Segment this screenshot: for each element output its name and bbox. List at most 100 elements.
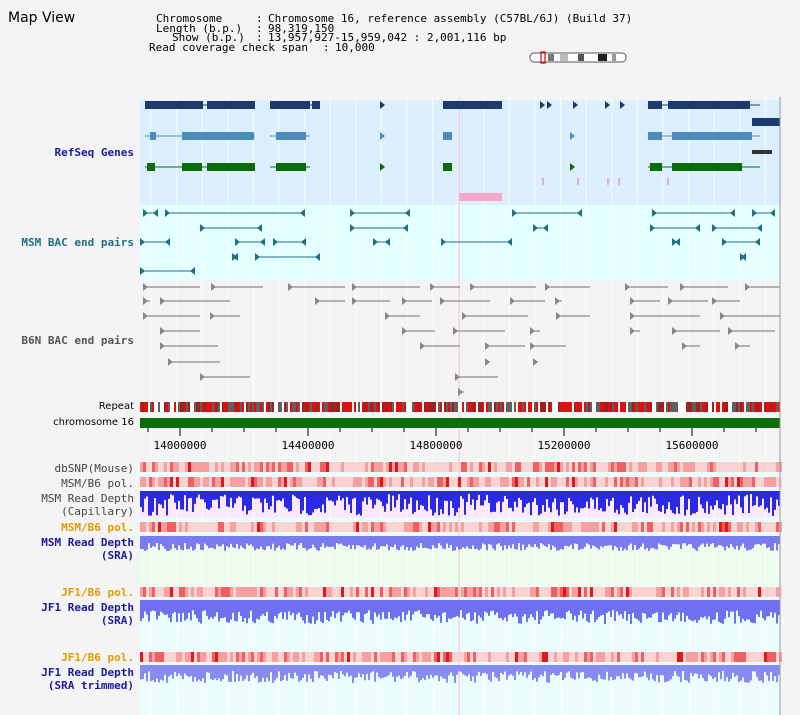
jf1-trim-depth-bar xyxy=(684,665,686,680)
msm-capillary-depth-bar xyxy=(336,491,338,501)
msm-b6-pol-2-cell xyxy=(629,522,632,532)
jf1-b6-pol-2-cell xyxy=(509,652,512,662)
repeat-bar xyxy=(428,402,430,412)
jf1-b6-pol-2-cell xyxy=(578,652,581,662)
jf1-sra-depth-bar xyxy=(256,600,258,619)
dbsnp-cell xyxy=(716,462,719,472)
msm-sra-depth-bar xyxy=(144,536,146,551)
jf1-sra-depth-bar xyxy=(718,600,720,622)
dbsnp-cell xyxy=(425,462,428,472)
jf1-trim-depth-bar xyxy=(456,665,458,675)
repeat-bar xyxy=(588,402,590,412)
msm-sra-depth-bar xyxy=(376,536,378,550)
jf1-b6-pol-2-cell xyxy=(641,652,644,662)
jf1-trim-depth-bar xyxy=(194,665,196,678)
repeat-bar xyxy=(654,402,656,412)
msm-b6-pol-2-cell xyxy=(377,522,380,532)
msm-sra-depth-bar xyxy=(394,536,396,545)
jf1-sra-depth-bar xyxy=(478,600,480,616)
jf1-sra-depth-bar xyxy=(384,600,386,619)
msm-b6-pol-2-cell xyxy=(626,522,629,532)
track-label-msm-b6-pol-2[interactable]: MSM/B6 pol. xyxy=(61,521,134,534)
jf1-b6-pol-cell xyxy=(146,587,149,597)
jf1-b6-pol-2-cell xyxy=(725,652,728,662)
msm-sra-depth-bar xyxy=(532,536,534,548)
jf1-sra-depth-bar xyxy=(704,600,706,617)
jf1-sra-depth-bar xyxy=(468,600,470,613)
jf1-trim-depth-bar xyxy=(534,665,536,679)
jf1-sra-depth-bar xyxy=(214,600,216,617)
jf1-sra-depth-bar xyxy=(414,600,416,612)
track-label-jf1-b6-pol-2[interactable]: JF1/B6 pol. xyxy=(61,651,134,664)
msm-capillary-depth-bar xyxy=(578,491,580,513)
jf1-b6-pol-2-cell xyxy=(425,652,428,662)
jf1-trim-depth-bar xyxy=(234,665,236,682)
jf1-b6-pol-2-cell xyxy=(539,652,542,662)
msm-capillary-depth-bar xyxy=(330,491,332,501)
jf1-b6-pol-cell xyxy=(530,587,533,597)
track-label-jf1-read-depth-trimmed[interactable]: JF1 Read Depth (SRA trimmed) xyxy=(41,666,134,692)
jf1-trim-depth-bar xyxy=(530,665,532,672)
jf1-b6-pol-cell xyxy=(572,587,575,597)
msm-capillary-depth-bar xyxy=(346,491,348,498)
msm-capillary-depth-bar xyxy=(590,491,592,498)
msm-b6-pol-2-cell xyxy=(317,522,320,532)
msm-sra-depth-bar xyxy=(246,536,248,544)
msm-b6-pol-2-cell xyxy=(443,522,446,532)
track-label-dbsnp[interactable]: dbSNP(Mouse) xyxy=(54,462,134,475)
msm-sra-depth-bar xyxy=(722,536,724,547)
jf1-trim-depth-bar xyxy=(350,665,352,676)
dbsnp-cell xyxy=(644,462,647,472)
dbsnp-cell xyxy=(365,462,368,472)
msm-sra-depth-bar xyxy=(576,536,578,544)
repeat-bar xyxy=(752,402,754,412)
dbsnp-cell xyxy=(281,462,284,472)
jf1-trim-depth-bar xyxy=(694,665,696,674)
jf1-b6-pol-2-cell xyxy=(482,652,485,662)
repeat-bar xyxy=(410,402,412,412)
jf1-trim-depth-bar xyxy=(336,665,338,674)
dbsnp-cell xyxy=(557,462,560,472)
msm-b6-pol-cell xyxy=(545,477,548,487)
msm-capillary-depth-bar xyxy=(616,491,618,510)
jf1-b6-pol-2-cell xyxy=(242,652,245,662)
msm-sra-depth-bar xyxy=(204,536,206,544)
track-label-refseq[interactable]: RefSeq Genes xyxy=(54,146,134,159)
track-label-b6n-bac[interactable]: B6N BAC end pairs xyxy=(21,334,134,347)
msm-sra-depth-bar xyxy=(438,536,440,544)
msm-sra-depth-bar xyxy=(172,536,174,544)
track-label-jf1-b6-pol-1[interactable]: JF1/B6 pol. xyxy=(61,586,134,599)
repeat-bar xyxy=(226,402,228,412)
jf1-b6-pol-cell xyxy=(632,587,635,597)
track-label-msm-read-depth-capillary[interactable]: MSM Read Depth (Capillary) xyxy=(41,492,134,518)
msm-b6-pol-2-cell xyxy=(338,522,341,532)
msm-b6-pol-cell xyxy=(647,477,650,487)
jf1-b6-pol-cell xyxy=(194,587,197,597)
track-label-msm-read-depth-sra[interactable]: MSM Read Depth (SRA) xyxy=(41,536,134,562)
track-label-msm-bac[interactable]: MSM BAC end pairs xyxy=(21,236,134,249)
msm-b6-pol-cell xyxy=(683,477,686,487)
dbsnp-cell xyxy=(704,462,707,472)
track-label-msm-b6-pol-1[interactable]: MSM/B6 pol. xyxy=(61,477,134,490)
msm-sra-depth-bar xyxy=(504,536,506,546)
jf1-b6-pol-cell xyxy=(431,587,434,597)
jf1-sra-depth-bar xyxy=(504,600,506,618)
jf1-b6-pol-2-cell xyxy=(227,652,230,662)
dbsnp-cell xyxy=(449,462,452,472)
repeat-bar xyxy=(166,402,168,412)
msm-b6-pol-cell xyxy=(734,477,737,487)
jf1-b6-pol-2-cell xyxy=(215,652,218,662)
jf1-sra-depth-bar xyxy=(714,600,716,620)
jf1-b6-pol-cell xyxy=(371,587,374,597)
msm-capillary-depth-bar xyxy=(492,491,494,512)
jf1-trim-depth-bar xyxy=(142,665,144,680)
jf1-b6-pol-2-cell xyxy=(407,652,410,662)
jf1-b6-pol-cell xyxy=(380,587,383,597)
jf1-trim-depth-bar xyxy=(522,665,524,676)
track-label-jf1-read-depth-sra[interactable]: JF1 Read Depth (SRA) xyxy=(41,601,134,627)
msm-sra-depth-bar xyxy=(754,536,756,545)
msm-bac-end xyxy=(233,253,238,261)
msm-sra-depth-bar xyxy=(758,536,760,545)
